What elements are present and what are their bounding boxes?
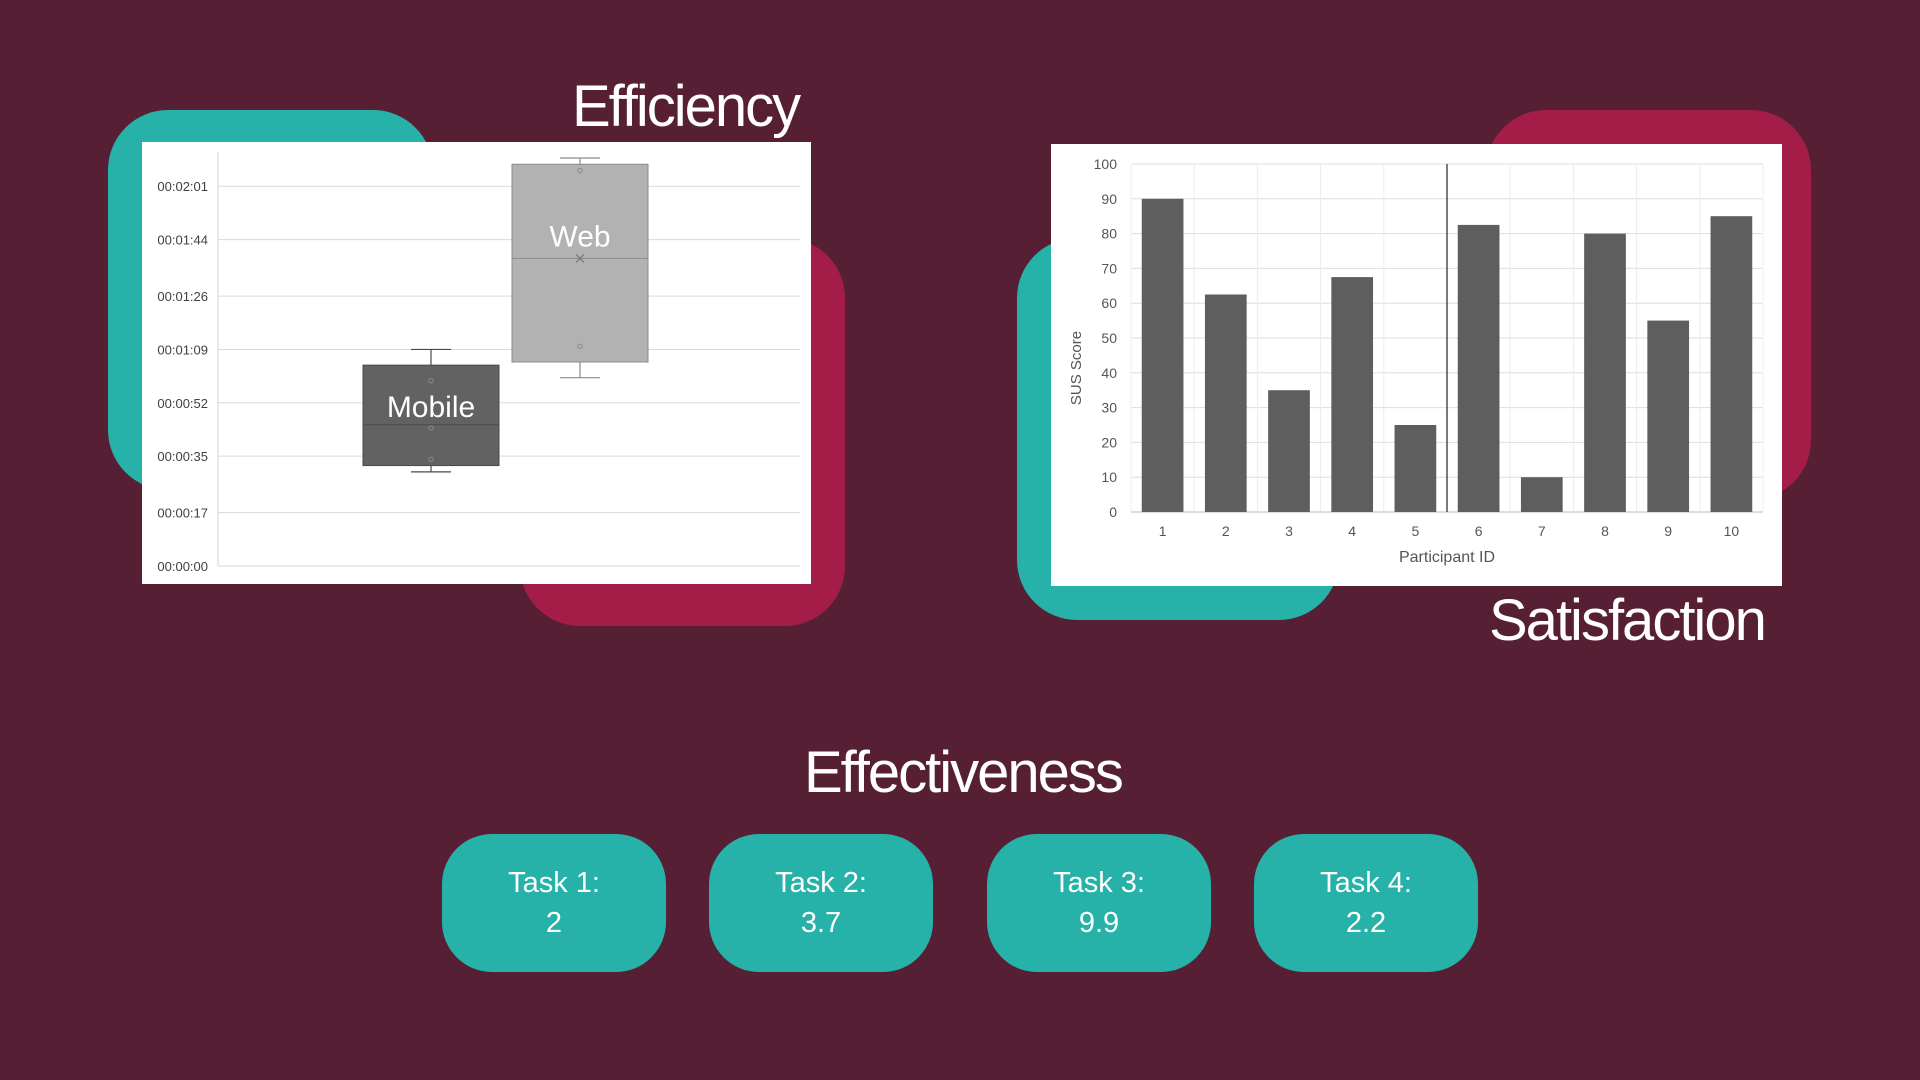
y-tick-label: 20 bbox=[1101, 434, 1117, 450]
effectiveness-heading: Effectiveness bbox=[804, 740, 1124, 805]
y-tick-label: 90 bbox=[1101, 191, 1117, 207]
y-tick-label: 00:01:26 bbox=[157, 289, 208, 304]
y-tick-label: 00:00:35 bbox=[157, 449, 208, 464]
bar-participant-1 bbox=[1141, 198, 1184, 513]
y-tick-label: 70 bbox=[1101, 260, 1117, 276]
task-card-4: Task 4: 2.2 bbox=[1254, 834, 1478, 972]
task-label: Task 3: bbox=[1053, 866, 1145, 899]
y-tick-label: 100 bbox=[1094, 156, 1118, 172]
bar-participant-4 bbox=[1331, 277, 1374, 512]
data-point bbox=[428, 378, 434, 384]
x-tick-label: 10 bbox=[1724, 523, 1740, 539]
y-tick-label: 30 bbox=[1101, 400, 1117, 416]
bar-participant-7 bbox=[1520, 477, 1563, 512]
bar-participant-10 bbox=[1710, 216, 1753, 512]
task-label: Task 1: bbox=[508, 866, 600, 899]
y-tick-label: 10 bbox=[1101, 469, 1117, 485]
y-tick-label: 00:01:44 bbox=[157, 233, 208, 248]
task-value: 2.2 bbox=[1345, 907, 1387, 939]
task-card-3: Task 3: 9.9 bbox=[987, 834, 1211, 972]
data-point bbox=[577, 343, 583, 350]
y-tick-label: 00:00:00 bbox=[157, 559, 208, 574]
task-label: Task 4: bbox=[1320, 866, 1412, 899]
y-tick-label: 00:02:01 bbox=[157, 179, 208, 194]
task-card-1: Task 1: 2 bbox=[442, 834, 666, 972]
y-tick-label: 00:00:17 bbox=[157, 506, 208, 521]
bar-participant-3 bbox=[1268, 390, 1310, 512]
bar-participant-8 bbox=[1584, 233, 1626, 512]
y-tick-label: 80 bbox=[1101, 226, 1117, 242]
x-tick-label: 4 bbox=[1348, 523, 1356, 539]
bar-participant-9 bbox=[1647, 320, 1690, 512]
y-tick-label: 0 bbox=[1109, 504, 1117, 520]
series-label-web: Web bbox=[549, 220, 610, 253]
x-tick-label: 1 bbox=[1159, 523, 1167, 539]
y-tick-label: 00:01:09 bbox=[157, 342, 208, 357]
satisfaction-heading: Satisfaction bbox=[1489, 588, 1767, 653]
x-tick-label: 9 bbox=[1664, 523, 1672, 539]
data-point bbox=[428, 456, 434, 462]
task-card-2: Task 2: 3.7 bbox=[709, 834, 933, 972]
data-point bbox=[577, 167, 583, 174]
box-mobile bbox=[362, 364, 500, 467]
bar-participant-2 bbox=[1204, 294, 1247, 512]
x-tick-label: 6 bbox=[1475, 523, 1483, 539]
mean-marker bbox=[575, 254, 585, 263]
task-value: 3.7 bbox=[800, 907, 842, 939]
y-tick-label: 60 bbox=[1101, 295, 1117, 311]
x-tick-label: 2 bbox=[1222, 523, 1230, 539]
x-tick-label: 8 bbox=[1601, 523, 1609, 539]
satisfaction-chart-panel: 0 10 20 30 40 50 60 70 80 90 100 1 2 3 4 5 6 7 8 9 10 Partici… bbox=[1051, 144, 1782, 586]
y-axis-title: SUS Score bbox=[1068, 331, 1085, 405]
data-point bbox=[428, 425, 434, 431]
satisfaction-bar-chart: 0 10 20 30 40 50 60 70 80 90 100 1 2 3 4 5 6 7 8 9 10 Partici… bbox=[1068, 156, 1764, 566]
task-label: Task 2: bbox=[775, 866, 867, 899]
x-tick-label: 3 bbox=[1285, 523, 1293, 539]
x-tick-label: 5 bbox=[1412, 523, 1420, 539]
y-tick-label: 50 bbox=[1101, 330, 1117, 346]
efficiency-heading: Efficiency bbox=[572, 74, 801, 139]
efficiency-chart-panel: 00:00:00 00:00:17 00:00:35 00:00:52 00:01:09… bbox=[142, 142, 811, 584]
y-tick-label: 00:00:52 bbox=[157, 396, 208, 411]
bar-participant-6 bbox=[1457, 224, 1500, 512]
task-value: 9.9 bbox=[1078, 907, 1120, 939]
box-web bbox=[511, 163, 649, 363]
x-axis-title: Participant ID bbox=[1399, 549, 1495, 566]
x-tick-label: 7 bbox=[1538, 523, 1546, 539]
bar-participant-5 bbox=[1394, 425, 1437, 512]
task-value: 2 bbox=[545, 907, 563, 939]
series-label-mobile: Mobile bbox=[387, 391, 475, 424]
y-tick-label: 40 bbox=[1101, 365, 1117, 381]
efficiency-box-plot: 00:00:00 00:00:17 00:00:35 00:00:52 00:01:09… bbox=[157, 152, 800, 574]
